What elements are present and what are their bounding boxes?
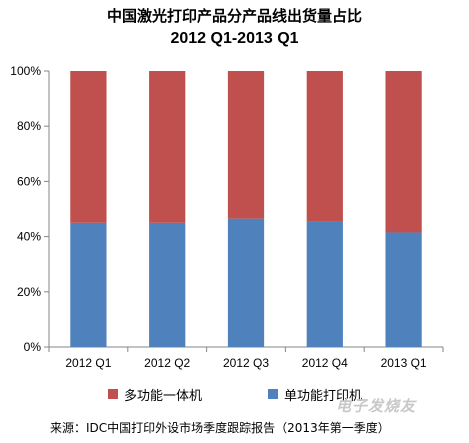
chart-title: 中国激光打印产品分产品线出货量占比	[106, 7, 362, 25]
y-tick-label: 100%	[10, 64, 41, 78]
x-tick-label: 2012 Q4	[302, 356, 348, 370]
source-note: 来源：IDC中国打印外设市场季度跟踪报告（2013年第一季度）	[50, 421, 390, 435]
legend-item-single-function: 单功能打印机	[268, 386, 363, 404]
x-tick-label: 2012 Q3	[223, 356, 269, 370]
bar-multifunction	[227, 71, 265, 219]
legend-item-multifunction: 多功能一体机	[108, 386, 203, 404]
x-tick-label: 2012 Q2	[144, 356, 190, 370]
y-tick-label: 40%	[17, 230, 41, 244]
bar-multifunction	[149, 71, 186, 223]
bar-single-function	[70, 222, 107, 347]
chart-subtitle: 2012 Q1-2013 Q1	[170, 30, 299, 47]
legend-swatch-single-function	[268, 389, 278, 399]
bar-single-function	[149, 222, 186, 347]
x-tick-label: 2012 Q1	[65, 356, 111, 370]
y-tick-label: 80%	[17, 119, 41, 133]
x-tick-label: 2013 Q1	[381, 356, 427, 370]
bar-single-function	[385, 232, 422, 347]
watermark-logo: 电子发烧友	[336, 397, 417, 415]
bar-single-function	[306, 221, 343, 347]
legend-label-single-function: 单功能打印机	[284, 388, 363, 404]
bar-multifunction	[70, 71, 107, 223]
bar-multifunction	[306, 71, 343, 222]
y-tick-label: 0%	[24, 340, 42, 354]
legend-label-multifunction: 多功能一体机	[124, 388, 203, 404]
legend-swatch-multifunction	[108, 389, 118, 399]
y-tick-label: 60%	[17, 174, 41, 188]
bar-single-function	[227, 218, 265, 347]
y-tick-label: 20%	[17, 285, 41, 299]
bar-multifunction	[385, 71, 422, 233]
